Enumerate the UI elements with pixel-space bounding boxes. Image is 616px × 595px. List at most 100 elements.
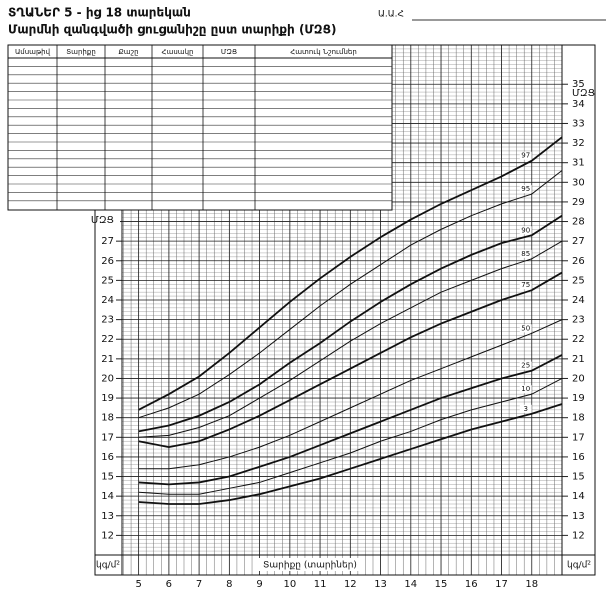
y-tick-label: 25 [101, 275, 114, 286]
y-tick-label: 17 [572, 432, 585, 443]
y-tick-label: 19 [572, 393, 585, 404]
y-tick-label: 33 [572, 118, 585, 129]
plot: 97 95 90 85 75 50 25 10 3 [138, 136, 563, 505]
y-tick-label: 22 [572, 334, 585, 345]
x-tick-label: 18 [525, 579, 538, 590]
table-header: Հասակը [162, 48, 194, 56]
x-tick-label: 5 [135, 579, 141, 590]
x-tick-label: 11 [314, 579, 327, 590]
y-tick-label: 19 [101, 393, 114, 404]
legend-label: 50 [521, 324, 530, 332]
label-bg [519, 281, 532, 290]
x-tick-label: 7 [196, 579, 202, 590]
y-tick-label: 14 [572, 491, 585, 502]
subtitle: Մարմնի զանգվածի ցուցանիշը ըստ տարիքի (ՄԶ… [8, 23, 336, 37]
y-unit-label: կգ/մ² [96, 561, 120, 571]
percentile-curve [138, 136, 563, 411]
y-tick-label: 15 [101, 472, 114, 483]
y-tick-label: 26 [572, 256, 585, 267]
x-tick-label: 6 [166, 579, 172, 590]
y-tick-label: 12 [572, 530, 585, 541]
legend-label: 90 [521, 226, 530, 234]
y-tick-label: 16 [572, 452, 585, 463]
table-header: Տարիքը [66, 48, 96, 56]
x-tick-label: 15 [435, 579, 448, 590]
y-tick-label: 21 [572, 354, 585, 365]
x-tick-label: 14 [404, 579, 417, 590]
percentile-curve [138, 240, 563, 438]
x-tick-label: 9 [256, 579, 262, 590]
title: ՏՂԱՆԵՐ 5 - ից 18 տարեկան [8, 6, 191, 20]
legend-label: 97 [521, 152, 530, 160]
records-table: Ամսաթիվ Տարիքը Քաշը Հասակը ՄԶՑ Հատուկ Նշումնե… [7, 44, 393, 211]
y-tick-label: 27 [101, 236, 114, 247]
legend-label: 25 [521, 362, 530, 370]
y-tick-label: 28 [572, 217, 585, 228]
y-tick-label: 15 [572, 472, 585, 483]
y-tick-label: 16 [101, 452, 114, 463]
y-tick-label: 32 [572, 138, 585, 149]
x-tick-label: 13 [374, 579, 387, 590]
x-tick-label: 17 [495, 579, 508, 590]
table-header: ՄԶՑ [221, 48, 237, 56]
y-tick-label: 34 [572, 99, 585, 110]
y-tick-label: 27 [572, 236, 585, 247]
legend-label: 75 [521, 281, 530, 289]
label-bg [519, 226, 532, 235]
x-axis-label: Տարիքը (տարիներ) [263, 561, 357, 571]
x-tick-label: 12 [344, 579, 357, 590]
y-tick-label: 13 [572, 511, 585, 522]
y-tick-label: 31 [572, 158, 585, 169]
name-label: Ա.Ա.Հ [378, 10, 404, 20]
x-tick-label: 8 [226, 579, 232, 590]
y-tick-label: 17 [101, 432, 114, 443]
y-tick-label: 25 [572, 275, 585, 286]
y-axis-label: ՄԶՑ [572, 88, 595, 99]
y-tick-label: 14 [101, 491, 114, 502]
legend-label: 95 [521, 185, 530, 193]
label-bg [519, 249, 532, 258]
percentile-curve [138, 319, 563, 470]
x-tick-label: 10 [283, 579, 296, 590]
percentile-curve [138, 378, 563, 495]
label-bg [519, 185, 532, 194]
legend-label: 3 [524, 405, 528, 413]
label-bg [97, 212, 120, 228]
y-tick-label: 18 [572, 413, 585, 424]
table-header: Ամսաթիվ [15, 48, 51, 56]
y-tick-label: 24 [101, 295, 114, 306]
table-header: Հատուկ Նշումներ [290, 48, 357, 56]
percentile-curve [138, 354, 563, 486]
percentile-curve [138, 403, 563, 505]
legend-label: 85 [521, 250, 530, 258]
y-tick-label: 12 [101, 530, 114, 541]
label-bg [519, 151, 532, 160]
y-tick-label: 30 [572, 177, 585, 188]
table-bg [7, 44, 393, 211]
y-tick-label: 24 [572, 295, 585, 306]
y-tick-label: 35 [572, 79, 585, 90]
y-axis-label: ՄԶՑ [91, 215, 114, 226]
y-unit-label: կգ/մ² [567, 561, 591, 571]
label-bg [519, 324, 532, 333]
y-tick-label: 22 [101, 334, 114, 345]
y-tick-label: 18 [101, 413, 114, 424]
table-header: Քաշը [118, 48, 138, 56]
percentile-curve [138, 170, 563, 419]
percentile-curve [138, 271, 563, 449]
y-tick-label: 23 [101, 315, 114, 326]
y-tick-label: 23 [572, 315, 585, 326]
y-tick-label: 20 [101, 373, 114, 384]
y-tick-label: 21 [101, 354, 114, 365]
y-tick-label: 20 [572, 373, 585, 384]
y-tick-label: 26 [101, 256, 114, 267]
y-tick-label: 29 [572, 197, 585, 208]
label-bg [519, 385, 532, 394]
label-bg [519, 361, 532, 370]
label-bg [519, 404, 532, 413]
legend-label: 10 [521, 385, 530, 393]
y-tick-label: 13 [101, 511, 114, 522]
percentile-curve [138, 214, 563, 433]
label-bg [255, 558, 365, 571]
